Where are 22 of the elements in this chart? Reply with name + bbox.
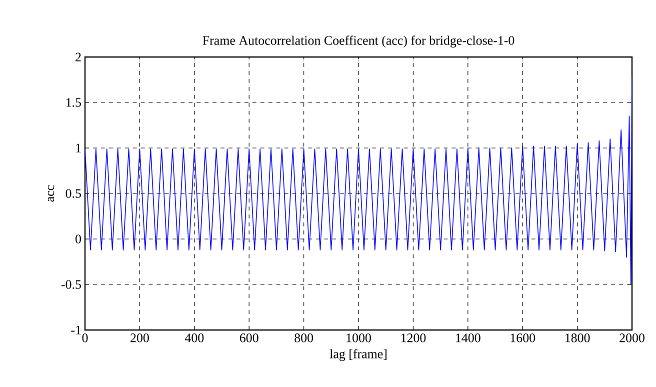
y-axis-title: acc	[48, 185, 54, 202]
x-tick-label: 600	[240, 334, 258, 342]
x-tick-label: 1800	[565, 334, 590, 342]
x-tick-label: 200	[130, 334, 149, 342]
y-tick-label: 2	[76, 52, 81, 62]
x-tick-label: 1000	[346, 334, 371, 342]
x-tick-label: 0	[82, 334, 88, 342]
x-tick-label: 800	[294, 334, 314, 342]
y-tick-label: 1.5	[66, 98, 81, 107]
line-series	[85, 74, 632, 285]
x-axis-title: lag [frame]	[330, 349, 386, 362]
x-tick-label: 400	[184, 334, 204, 342]
y-tick-label: 0	[76, 234, 81, 244]
x-tick-label: 2000	[620, 334, 644, 342]
x-tick-label: 1400	[456, 334, 480, 342]
y-tick-label: 0.5	[66, 189, 81, 198]
x-tick-label: 1600	[510, 334, 536, 342]
y-tick-label: -1	[71, 326, 81, 334]
y-tick-label: -0.5	[61, 280, 81, 289]
y-tick-label: 1	[76, 144, 81, 152]
x-tick-label: 1200	[401, 334, 426, 342]
chart-title: Frame Autocorrelation Coefficent (acc) for bridge-close-1-0	[202, 36, 514, 48]
